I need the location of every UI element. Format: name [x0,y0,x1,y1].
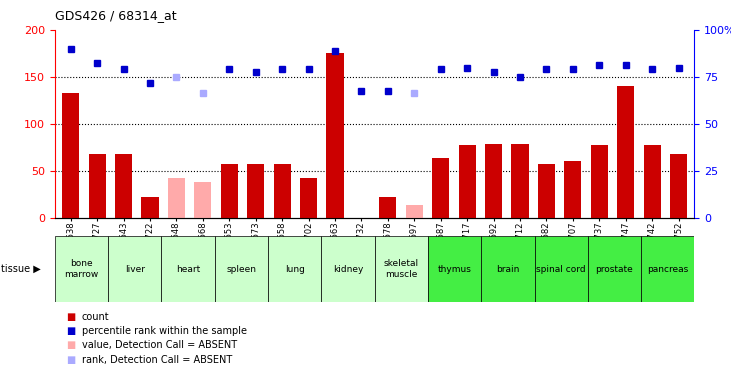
Bar [485,144,502,218]
Bar [588,236,641,302]
Text: lung: lung [285,265,305,274]
Bar [374,236,428,302]
Bar [538,164,555,218]
Text: tissue ▶: tissue ▶ [1,264,41,274]
Text: percentile rank within the sample: percentile rank within the sample [82,326,247,336]
Bar [512,144,529,218]
Text: spleen: spleen [227,265,257,274]
Text: kidney: kidney [333,265,363,274]
Bar [194,182,211,218]
Bar [591,146,608,218]
Text: prostate: prostate [596,265,633,274]
Bar [643,146,661,218]
Bar [168,178,185,218]
Text: heart: heart [176,265,200,274]
Text: thymus: thymus [438,265,471,274]
Bar [215,236,268,302]
Bar [141,197,159,217]
Bar [162,236,215,302]
Bar [247,164,265,218]
Text: ■: ■ [66,326,75,336]
Bar [300,178,317,218]
Text: ■: ■ [66,340,75,350]
Text: spinal cord: spinal cord [537,265,586,274]
Bar [481,236,534,302]
Bar [617,86,635,218]
Text: ■: ■ [66,312,75,322]
Bar [379,197,396,217]
Bar [534,236,588,302]
Bar [432,158,450,218]
Text: value, Detection Call = ABSENT: value, Detection Call = ABSENT [82,340,237,350]
Bar [322,236,374,302]
Bar [273,164,291,218]
Bar [327,54,344,217]
Text: liver: liver [125,265,145,274]
Bar [458,146,476,218]
Bar [221,164,238,218]
Bar [88,154,106,218]
Bar [55,236,108,302]
Text: bone
marrow: bone marrow [64,260,99,279]
Text: ■: ■ [66,355,75,364]
Bar [428,236,481,302]
Text: pancreas: pancreas [647,265,689,274]
Bar [564,161,581,218]
Text: brain: brain [496,265,520,274]
Bar [670,154,687,218]
Text: count: count [82,312,110,322]
Bar [62,93,79,218]
Bar [115,154,132,218]
Bar [641,236,694,302]
Text: skeletal
muscle: skeletal muscle [384,260,419,279]
Text: GDS426 / 68314_at: GDS426 / 68314_at [55,9,176,22]
Bar [406,206,423,218]
Text: rank, Detection Call = ABSENT: rank, Detection Call = ABSENT [82,355,232,364]
Bar [108,236,162,302]
Bar [268,236,322,302]
